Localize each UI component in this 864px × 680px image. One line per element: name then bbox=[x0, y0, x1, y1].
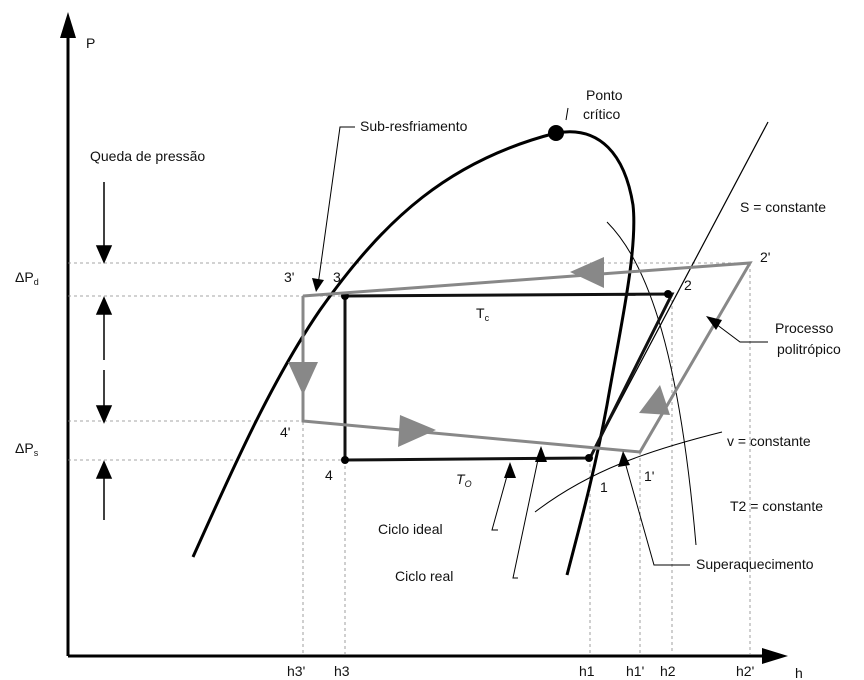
to-label: TO bbox=[456, 471, 472, 489]
pressure-drop-arrows bbox=[95, 182, 113, 520]
y-axis-arrow-icon bbox=[60, 12, 76, 38]
point-label-3p: 3' bbox=[284, 269, 294, 285]
leader-lines bbox=[317, 107, 768, 579]
ideal-point-1 bbox=[585, 454, 593, 462]
point-label-4: 4 bbox=[325, 467, 333, 483]
tick-h1p: h1' bbox=[626, 663, 644, 679]
critical-point-label-2: crítico bbox=[583, 106, 621, 122]
superheating-label: Superaquecimento bbox=[696, 556, 814, 572]
polytropic-label: Processo bbox=[775, 320, 834, 336]
saturation-dome bbox=[191, 130, 636, 576]
leader-arrowhead-icon bbox=[504, 462, 516, 478]
real-cycle-label: Ciclo real bbox=[395, 568, 453, 584]
real-cycle bbox=[301, 261, 753, 454]
point-label-3: 3 bbox=[333, 269, 341, 285]
volume-label: v = constante bbox=[727, 433, 811, 449]
arrow-up-icon bbox=[639, 385, 670, 415]
axes bbox=[66, 32, 770, 658]
x-axis-arrow-icon bbox=[762, 648, 788, 664]
subcooling-label: Sub-resfriamento bbox=[360, 118, 468, 134]
leader-arrowhead-icon bbox=[312, 278, 324, 292]
point-label-4p: 4' bbox=[280, 424, 290, 440]
dps-label: ΔPs bbox=[15, 440, 39, 458]
point-label-2: 2 bbox=[684, 277, 692, 293]
entropy-label: S = constante bbox=[740, 199, 826, 215]
tick-h1: h1 bbox=[579, 663, 595, 679]
arrow-down-icon bbox=[288, 362, 318, 395]
dpd-label: ΔPd bbox=[15, 269, 39, 287]
polytropic-label-2: politrópico bbox=[777, 341, 841, 357]
tick-h3: h3 bbox=[334, 663, 350, 679]
pressure-guides bbox=[68, 262, 750, 461]
leader-arrowhead-icon bbox=[618, 451, 630, 467]
y-axis-label: P bbox=[86, 35, 95, 51]
leader-arrowhead-icon bbox=[535, 446, 547, 462]
point-label-2p: 2' bbox=[760, 249, 770, 265]
enthalpy-guides bbox=[302, 263, 751, 654]
tick-h2: h2 bbox=[660, 663, 676, 679]
arrow-right-icon bbox=[398, 415, 436, 447]
temperature-curve bbox=[606, 221, 697, 546]
ideal-point-4 bbox=[341, 456, 349, 464]
point-label-1p: 1' bbox=[644, 468, 654, 484]
x-axis-label: h bbox=[795, 665, 803, 680]
tick-h3p: h3' bbox=[287, 663, 305, 679]
tc-label: Tc bbox=[476, 305, 490, 323]
ideal-point-2 bbox=[664, 290, 672, 298]
point-label-1: 1 bbox=[600, 479, 608, 495]
critical-point-label: Ponto bbox=[586, 87, 623, 103]
arrow-left-icon bbox=[570, 257, 604, 288]
critical-point bbox=[548, 125, 564, 141]
pressure-drop-label: Queda de pressão bbox=[90, 148, 205, 164]
tick-h2p: h2' bbox=[736, 663, 754, 679]
ideal-cycle-label: Ciclo ideal bbox=[378, 521, 443, 537]
flow-arrows bbox=[288, 257, 670, 447]
temperature-label: T2 = constante bbox=[730, 498, 823, 514]
leader-arrowhead-icon bbox=[706, 316, 722, 330]
